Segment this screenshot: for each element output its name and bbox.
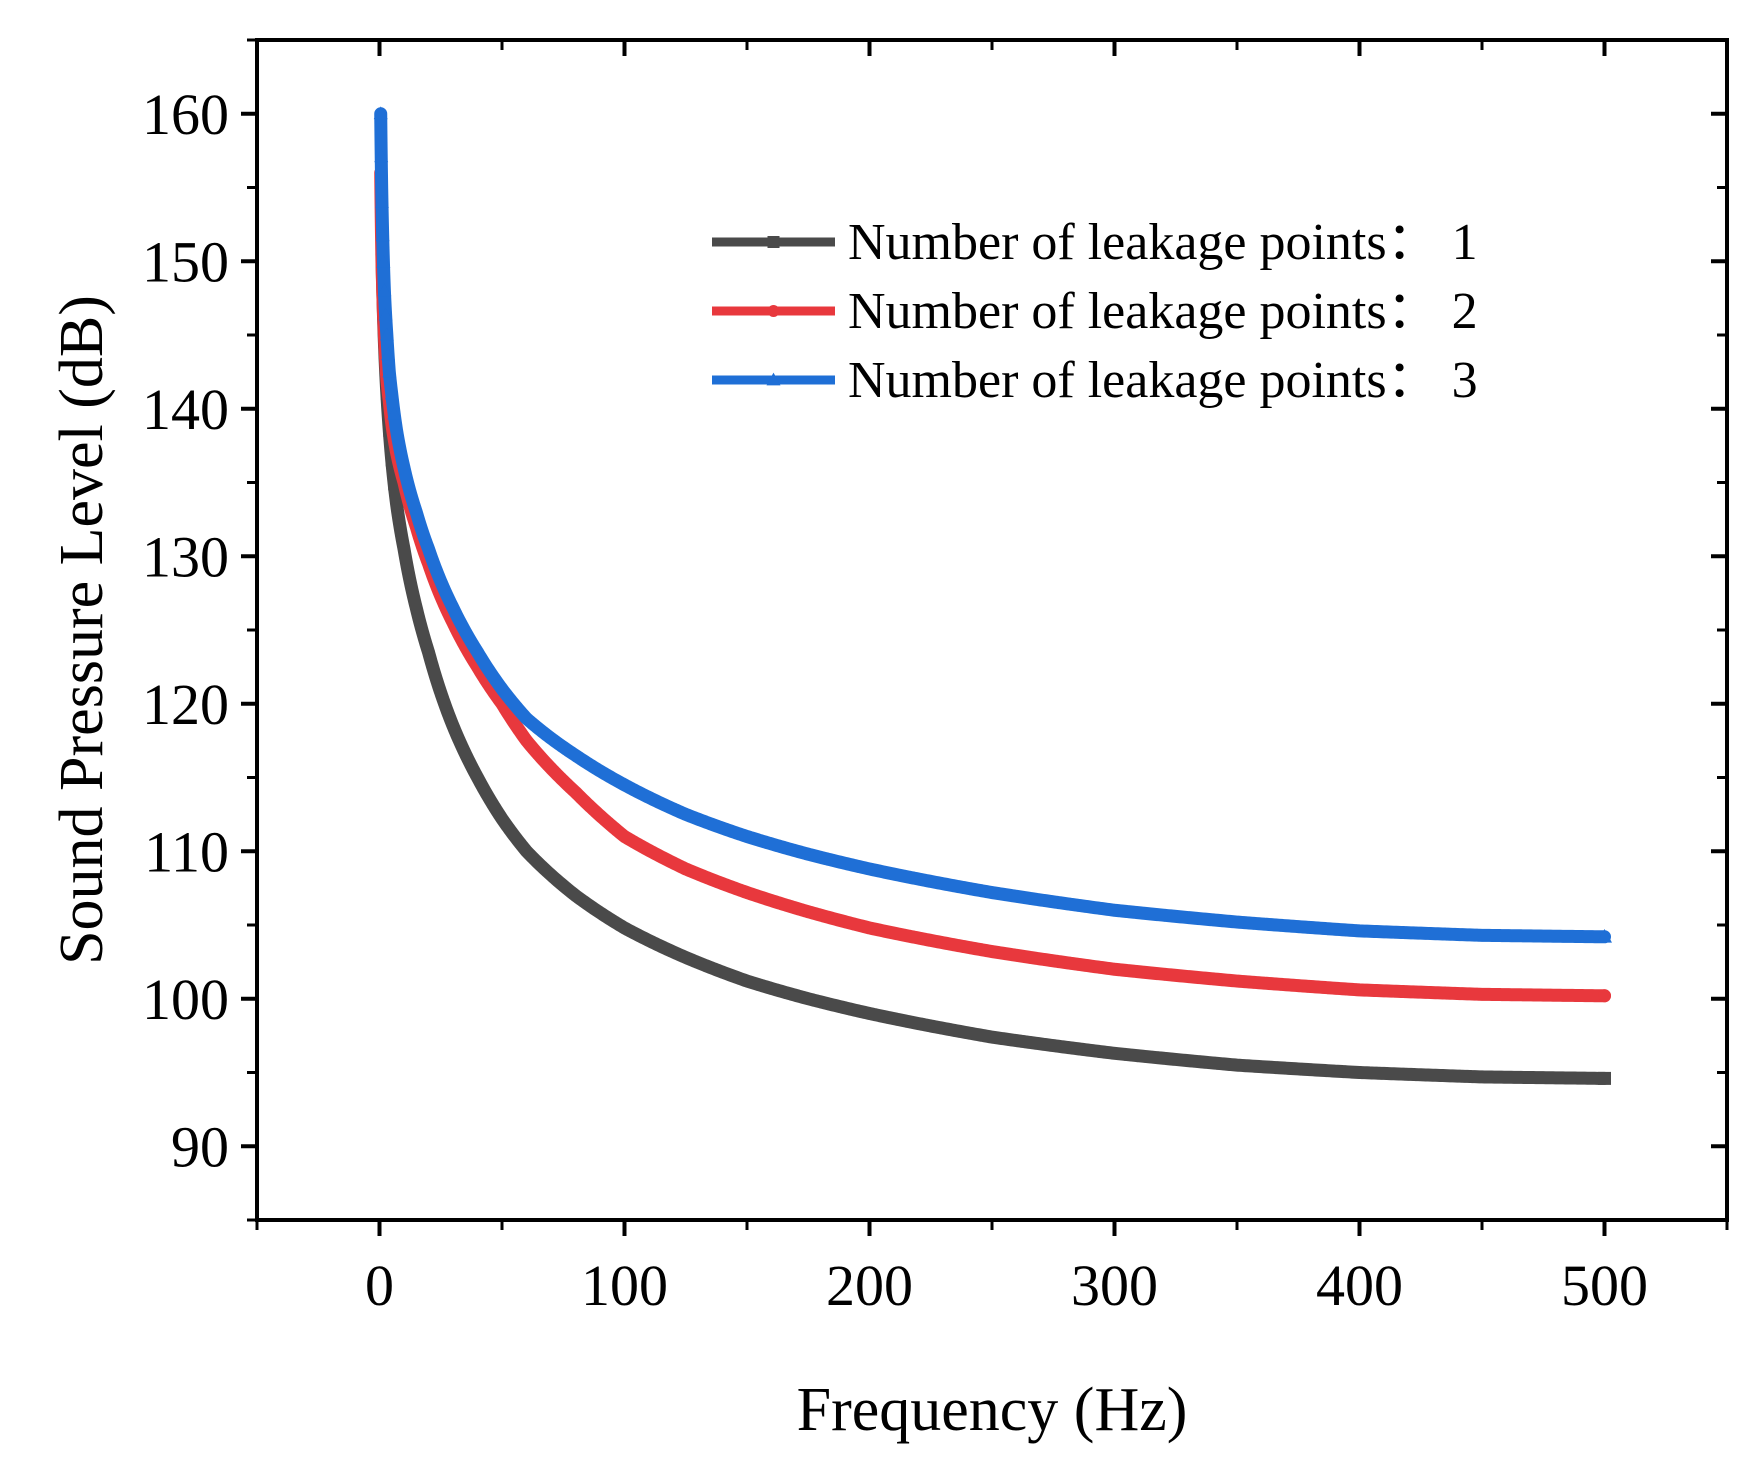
data-point — [1597, 928, 1612, 943]
x-axis-title: Frequency (Hz) — [797, 1376, 1188, 1444]
data-point — [374, 149, 389, 163]
ticks-layer: 0 100 200 300 400 500 90 100 110 120 130 140 150 160 — [142, 38, 1729, 1318]
x-tick-label: 300 — [1071, 1253, 1158, 1318]
legend: Number of leakage points： 1 Number of lea… — [712, 214, 1478, 409]
series-3 — [373, 106, 1612, 944]
series-line — [375, 247, 1611, 1085]
legend-label: Number of leakage points： 3 — [848, 352, 1478, 409]
legend-item-3: Number of leakage points： 3 — [712, 352, 1478, 409]
y-tick-label: 140 — [142, 377, 229, 442]
legend-swatch-marker — [767, 305, 780, 317]
data-point — [381, 347, 396, 361]
data-point — [384, 386, 399, 400]
data-point — [1598, 1071, 1611, 1085]
x-tick-label: 100 — [581, 1253, 668, 1318]
legend-item-1: Number of leakage points： 1 — [712, 214, 1478, 271]
data-point — [379, 327, 394, 341]
data-point — [376, 254, 391, 268]
data-point — [382, 364, 397, 378]
data-point — [387, 406, 402, 420]
y-tick-label: 120 — [142, 672, 229, 737]
y-tick-label: 150 — [142, 229, 229, 294]
data-point — [377, 283, 392, 297]
series-layer — [373, 106, 1612, 1085]
y-tick-label: 160 — [142, 82, 229, 147]
x-tick-label: 400 — [1316, 1253, 1403, 1318]
legend-swatch-marker — [766, 372, 781, 386]
legend-label: Number of leakage points： 1 — [848, 214, 1478, 271]
y-axis-title: Sound Pressure Level (dB) — [48, 295, 116, 965]
data-point — [375, 228, 390, 242]
data-point — [1598, 989, 1611, 1003]
y-tick-label: 100 — [142, 967, 229, 1032]
x-tick-label: 500 — [1561, 1253, 1648, 1318]
legend-label: Number of leakage points： 2 — [848, 283, 1478, 340]
y-tick-label: 90 — [171, 1114, 229, 1179]
data-point — [373, 106, 388, 120]
y-tick-label: 130 — [142, 524, 229, 589]
x-tick-label: 0 — [365, 1253, 394, 1318]
y-tick-label: 110 — [144, 819, 229, 884]
data-point — [374, 194, 389, 208]
data-point — [378, 307, 393, 321]
legend-item-2: Number of leakage points： 2 — [712, 283, 1478, 340]
x-tick-label: 200 — [826, 1253, 913, 1318]
legend-swatch-marker — [767, 236, 780, 248]
